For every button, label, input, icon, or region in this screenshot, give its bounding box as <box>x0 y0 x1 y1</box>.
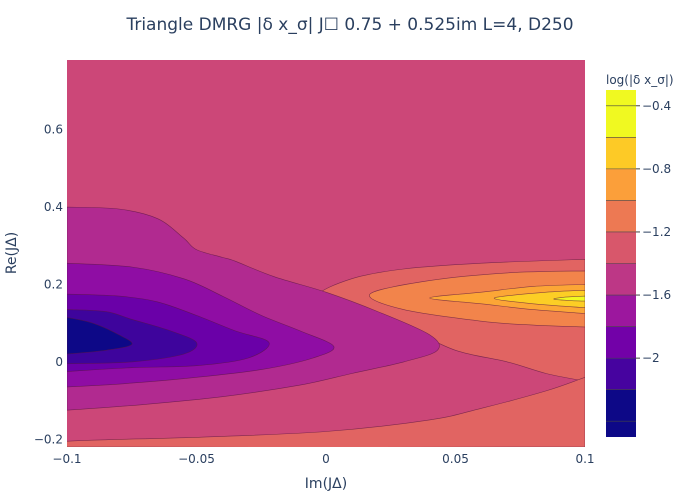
colorbar-band <box>606 295 636 327</box>
y-tick-label: −0.2 <box>34 432 63 446</box>
x-axis-ticks: −0.1 −0.05 0 0.05 0.1 <box>52 452 594 466</box>
colorbar-band <box>606 326 636 359</box>
colorbar-tick-label: −2 <box>642 351 660 365</box>
colorbar-tick-label: −1.6 <box>642 288 671 302</box>
x-tick-label: −0.05 <box>178 452 215 466</box>
chart-title: Triangle DMRG |δ x_σ| J☐ 0.75 + 0.525im … <box>125 15 573 35</box>
x-axis-title: Im(JΔ) <box>305 476 347 492</box>
colorbar-band <box>606 168 636 201</box>
x-tick-label: −0.1 <box>52 452 81 466</box>
y-axis-title: Re(JΔ) <box>4 232 20 274</box>
colorbar-band <box>606 263 636 296</box>
colorbar-tick-label: −0.8 <box>642 162 671 176</box>
y-tick-label: 0.4 <box>44 200 63 214</box>
colorbar-band-bottom <box>606 421 636 437</box>
y-axis-ticks: −0.2 0 0.2 0.4 0.6 <box>34 123 63 447</box>
contour-band-5 <box>553 295 585 302</box>
contour-band-4 <box>493 289 585 309</box>
x-tick-label: 0 <box>322 452 330 466</box>
contour-band-10 <box>67 317 133 355</box>
colorbar-band <box>606 105 636 138</box>
colorbar-title: log(|δ x_σ|) <box>606 73 674 87</box>
x-tick-label: 0.1 <box>575 452 594 466</box>
y-tick-label: 0.6 <box>44 123 63 137</box>
colorbar-band <box>606 358 636 390</box>
plot-area[interactable] <box>23 60 585 447</box>
colorbar-band-top <box>606 90 636 106</box>
colorbar-band <box>606 200 636 232</box>
y-tick-label: 0 <box>55 355 63 369</box>
colorbar-band <box>606 389 636 422</box>
colorbar-band <box>606 137 636 169</box>
y-tick-label: 0.2 <box>44 277 63 291</box>
colorbar-band <box>606 231 636 264</box>
colorbar: −2 −1.6 −1.2 −0.8 −0.4 <box>606 90 671 437</box>
colorbar-tick-label: −1.2 <box>642 225 671 239</box>
colorbar-tick-label: −0.4 <box>642 99 671 113</box>
contour-band-1 <box>67 376 585 447</box>
x-tick-label: 0.05 <box>442 452 469 466</box>
